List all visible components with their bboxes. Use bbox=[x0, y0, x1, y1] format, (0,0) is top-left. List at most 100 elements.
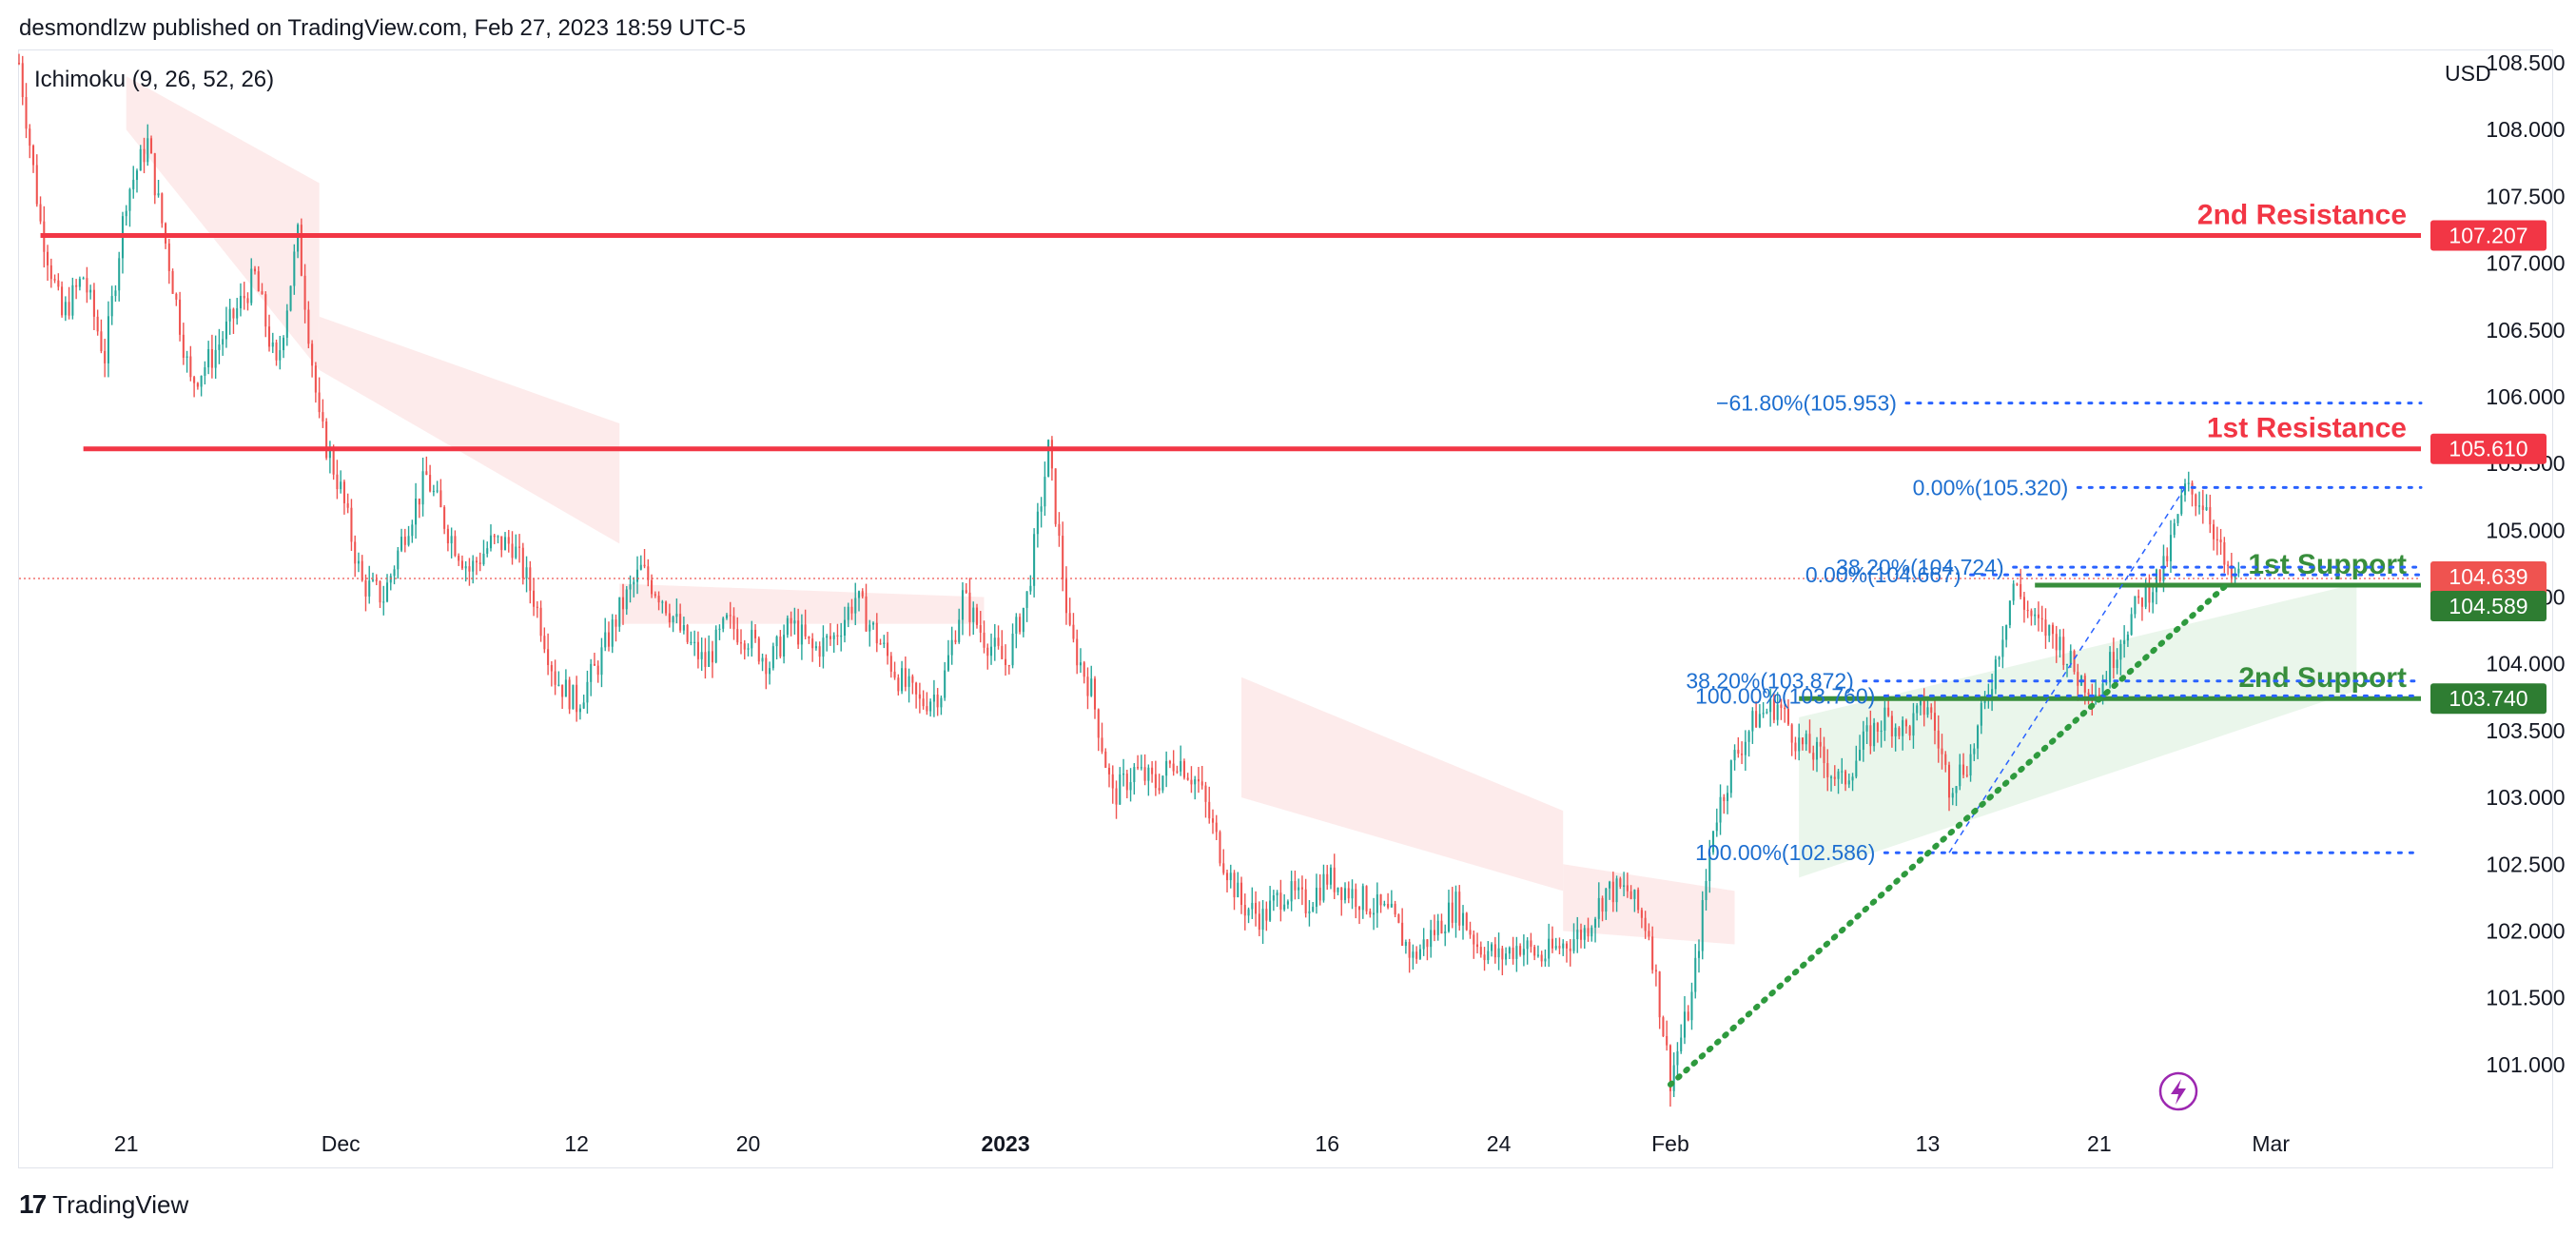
candle-body bbox=[2137, 596, 2140, 598]
candle-body bbox=[818, 646, 821, 657]
candle-body bbox=[196, 382, 199, 387]
candle-body bbox=[643, 564, 646, 567]
candle-body bbox=[1312, 907, 1315, 912]
candle-body bbox=[1965, 774, 1968, 776]
candle-body bbox=[2126, 634, 2129, 641]
candle-body bbox=[832, 635, 835, 639]
candle-body bbox=[686, 624, 689, 642]
candle-body bbox=[1798, 737, 1801, 752]
candle-body bbox=[2144, 583, 2147, 607]
cloud-segment bbox=[319, 316, 620, 544]
candle-body bbox=[1590, 927, 1593, 937]
candle-body bbox=[1951, 793, 1954, 798]
candle-body bbox=[536, 606, 538, 608]
candle-body bbox=[1440, 920, 1443, 934]
candle-body bbox=[332, 450, 335, 475]
candle-body bbox=[918, 694, 921, 699]
candle-body bbox=[1001, 645, 1004, 659]
x-tick-label: Feb bbox=[1651, 1131, 1689, 1156]
candle-body bbox=[357, 560, 360, 564]
candle-body bbox=[1358, 907, 1361, 911]
candle-body bbox=[2008, 600, 2011, 626]
lightning-icon[interactable] bbox=[2158, 1071, 2198, 1111]
candle-body bbox=[31, 146, 35, 166]
candle-body bbox=[854, 598, 857, 614]
candle-body bbox=[732, 616, 735, 630]
candle-body bbox=[415, 499, 418, 525]
candle-body bbox=[1633, 890, 1636, 899]
candle-body bbox=[1723, 796, 1726, 801]
candle-body bbox=[1947, 764, 1951, 798]
candle-body bbox=[1044, 477, 1046, 507]
candle-body bbox=[564, 679, 567, 697]
candle-body bbox=[1658, 971, 1661, 1018]
candle-body bbox=[1090, 678, 1093, 696]
candle-body bbox=[822, 637, 825, 657]
candle-body bbox=[385, 582, 389, 602]
candle-body bbox=[1483, 954, 1486, 961]
candle-body bbox=[1873, 722, 1876, 747]
candle-body bbox=[1708, 852, 1711, 881]
candle-body bbox=[826, 636, 829, 638]
candle-body bbox=[157, 193, 160, 196]
candle-body bbox=[1969, 754, 1972, 776]
candle-body bbox=[875, 622, 878, 644]
candle-body bbox=[1851, 776, 1854, 781]
candle-body bbox=[561, 684, 564, 697]
candle-body bbox=[1243, 905, 1246, 916]
candle-body bbox=[132, 180, 135, 189]
candle-body bbox=[843, 619, 847, 636]
candle-body bbox=[1436, 920, 1439, 935]
candle-body bbox=[78, 278, 81, 287]
candle-body bbox=[1859, 750, 1862, 761]
candle-body bbox=[2213, 524, 2215, 539]
cloud-segment bbox=[1799, 583, 2357, 878]
candle-body bbox=[557, 684, 560, 686]
candle-body bbox=[1666, 1036, 1669, 1046]
candle-body bbox=[110, 296, 113, 317]
candle-body bbox=[1340, 887, 1343, 900]
candle-body bbox=[1548, 938, 1551, 959]
candle-body bbox=[458, 556, 460, 561]
candle-body bbox=[1562, 943, 1565, 949]
candle-body bbox=[35, 165, 38, 205]
candle-body bbox=[1998, 657, 2000, 660]
candle-body bbox=[639, 564, 642, 570]
resistance-label: 1st Resistance bbox=[2207, 413, 2407, 444]
candle-body bbox=[1219, 832, 1221, 864]
candle-body bbox=[1922, 700, 1925, 716]
cloud-segment bbox=[619, 583, 985, 624]
chart-frame[interactable] bbox=[18, 49, 2553, 1168]
candle-body bbox=[1076, 638, 1079, 666]
candle-body bbox=[1790, 724, 1793, 743]
candle-body bbox=[1772, 698, 1775, 720]
indicator-legend[interactable]: Ichimoku (9, 26, 52, 26) bbox=[34, 67, 275, 92]
candle-body bbox=[1593, 918, 1597, 928]
candle-body bbox=[1962, 764, 1965, 775]
candle-body bbox=[1637, 890, 1640, 911]
candle-body bbox=[71, 284, 74, 316]
candle-body bbox=[354, 541, 357, 564]
candle-body bbox=[1727, 793, 1729, 801]
candle-body bbox=[1933, 713, 1937, 731]
candle-body bbox=[543, 636, 546, 650]
price-badge bbox=[2430, 591, 2547, 622]
candle-body bbox=[139, 148, 142, 171]
candle-body bbox=[2169, 535, 2173, 561]
price-badge-label: 104.589 bbox=[2449, 594, 2527, 618]
candle-body bbox=[493, 535, 496, 538]
candle-body bbox=[1530, 940, 1532, 948]
candle-body bbox=[107, 316, 109, 363]
candle-body bbox=[1101, 737, 1103, 752]
candle-body bbox=[271, 342, 274, 347]
candle-body bbox=[1265, 909, 1268, 921]
candle-body bbox=[729, 615, 732, 617]
candle-body bbox=[633, 581, 635, 585]
candle-body bbox=[1801, 737, 1804, 745]
candle-body bbox=[1902, 719, 1904, 736]
candle-body bbox=[2037, 614, 2039, 618]
x-tick-label: 20 bbox=[736, 1131, 761, 1156]
candle-body bbox=[246, 298, 249, 304]
candle-body bbox=[1107, 767, 1111, 774]
